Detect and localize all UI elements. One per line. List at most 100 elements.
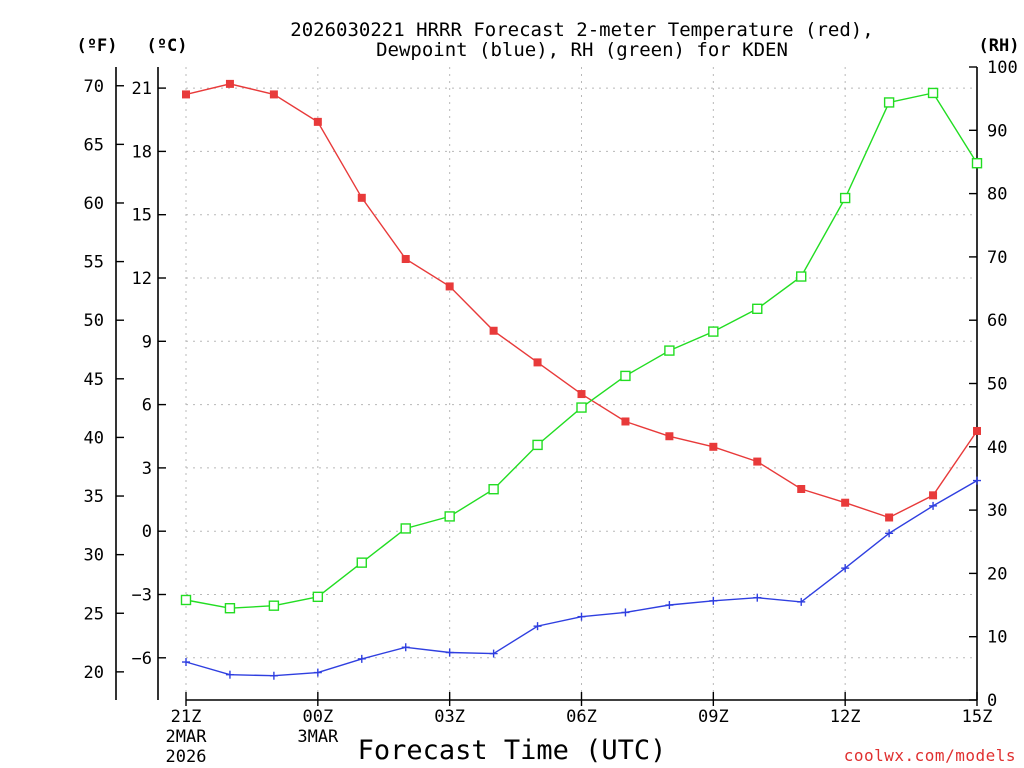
fahrenheit-tick-label: 45 — [84, 370, 104, 390]
dewpoint-point — [753, 593, 762, 602]
rh-point — [576, 402, 587, 413]
celsius-tick-label: 21 — [132, 79, 152, 99]
dewpoint-point — [577, 612, 586, 621]
rh-point — [268, 600, 280, 611]
grid-lines — [185, 67, 978, 700]
fahrenheit-unit-label: (ºF) — [77, 36, 118, 56]
temperature-point — [709, 442, 718, 451]
rh-point — [796, 271, 807, 282]
celsius-tick-label: 3 — [142, 459, 152, 479]
rh-point — [620, 370, 631, 382]
x-tick-sublabel: 2026 — [166, 747, 207, 767]
tick-labels: −6−3036912151821202530354045505560657001… — [84, 58, 1018, 767]
rh-point — [180, 594, 192, 606]
temperature-point — [357, 193, 366, 202]
celsius-tick-label: 18 — [132, 142, 152, 162]
temperature-point — [182, 90, 190, 99]
celsius-tick-label: 9 — [142, 332, 152, 352]
rh-point — [312, 591, 324, 603]
rh-point — [488, 484, 499, 495]
fahrenheit-tick-label: 60 — [84, 194, 104, 214]
temperature-point — [489, 326, 498, 335]
temperature-point — [621, 417, 630, 426]
fahrenheit-tick-label: 30 — [84, 546, 104, 566]
rh-tick-label: 80 — [987, 185, 1007, 205]
rh-tick-label: 0 — [987, 691, 997, 711]
rh-tick-label: 60 — [987, 311, 1007, 331]
rh-point — [444, 511, 455, 522]
temperature-point — [533, 358, 542, 367]
dewpoint-point — [621, 608, 630, 617]
temperature-point — [445, 282, 454, 291]
dewpoint-point — [533, 622, 542, 631]
x-tick-sublabel: 3MAR — [297, 727, 339, 747]
temperature-point — [797, 485, 806, 493]
temperature-point — [929, 491, 938, 500]
rh-tick-label: 70 — [987, 248, 1007, 268]
temperature-point — [313, 117, 322, 126]
rh-point — [664, 345, 675, 356]
rh-tick-label: 20 — [987, 564, 1007, 584]
fahrenheit-tick-label: 35 — [84, 487, 104, 507]
dewpoint-point — [313, 668, 322, 677]
rh-tick-label: 40 — [987, 438, 1007, 458]
rh-point — [224, 603, 236, 614]
x-tick-label: 09Z — [698, 707, 729, 727]
data-series — [180, 79, 983, 680]
x-tick-label: 12Z — [830, 707, 861, 727]
rh-point — [839, 192, 851, 204]
rh-point — [752, 303, 763, 315]
axes — [115, 66, 978, 706]
celsius-tick-label: −3 — [132, 586, 152, 606]
fahrenheit-tick-label: 55 — [84, 253, 104, 273]
x-tick-label: 21Z — [171, 707, 202, 727]
dewpoint-point — [401, 643, 410, 652]
rh-point — [708, 326, 719, 337]
dewpoint-point — [929, 501, 938, 510]
chart-title-line-2: Dewpoint (blue), RH (green) for KDEN — [376, 39, 788, 61]
dewpoint-point — [269, 671, 278, 680]
celsius-tick-label: 0 — [142, 522, 152, 542]
x-tick-label: 00Z — [302, 707, 333, 727]
rh-tick-label: 90 — [987, 121, 1007, 141]
dewpoint-point — [225, 670, 234, 679]
celsius-tick-label: 6 — [142, 396, 152, 416]
celsius-tick-label: 12 — [132, 269, 152, 289]
fahrenheit-tick-label: 65 — [84, 135, 104, 155]
fahrenheit-tick-label: 25 — [84, 604, 104, 624]
rh-point — [883, 97, 895, 108]
rh-unit-label: (RH) — [979, 36, 1020, 56]
temperature-point — [269, 90, 278, 99]
dewpoint-point — [489, 649, 498, 658]
celsius-tick-label: 15 — [132, 206, 152, 226]
fahrenheit-tick-label: 20 — [84, 663, 104, 683]
x-tick-label: 06Z — [566, 707, 597, 727]
temperature-point — [973, 426, 981, 435]
celsius-unit-label: (ºC) — [147, 36, 188, 56]
temperature-point — [577, 390, 586, 399]
rh-point — [400, 523, 411, 534]
dewpoint-point — [665, 601, 674, 610]
x-tick-sublabel: 2MAR — [166, 727, 208, 747]
rh-tick-label: 50 — [987, 375, 1007, 395]
dewpoint-point — [182, 658, 190, 667]
rh-tick-label: 100 — [987, 58, 1018, 78]
chart-title-line-1: 2026030221 HRRR Forecast 2-meter Tempera… — [290, 19, 873, 41]
fahrenheit-tick-label: 50 — [84, 311, 104, 331]
rh-tick-label: 30 — [987, 501, 1007, 521]
dewpoint-point — [885, 529, 894, 538]
dewpoint-point — [797, 597, 806, 606]
temperature-point — [841, 498, 850, 507]
dewpoint-point — [709, 596, 718, 605]
rh-tick-label: 10 — [987, 628, 1007, 648]
rh-point — [532, 439, 543, 451]
rh-point — [356, 557, 367, 568]
dewpoint-point — [357, 654, 366, 663]
source-credit: coolwx.com/models — [844, 746, 1016, 765]
x-tick-label: 15Z — [962, 707, 993, 727]
x-tick-label: 03Z — [434, 707, 465, 727]
temperature-point — [885, 513, 894, 522]
rh-point — [971, 158, 983, 169]
celsius-tick-label: −6 — [132, 649, 152, 669]
